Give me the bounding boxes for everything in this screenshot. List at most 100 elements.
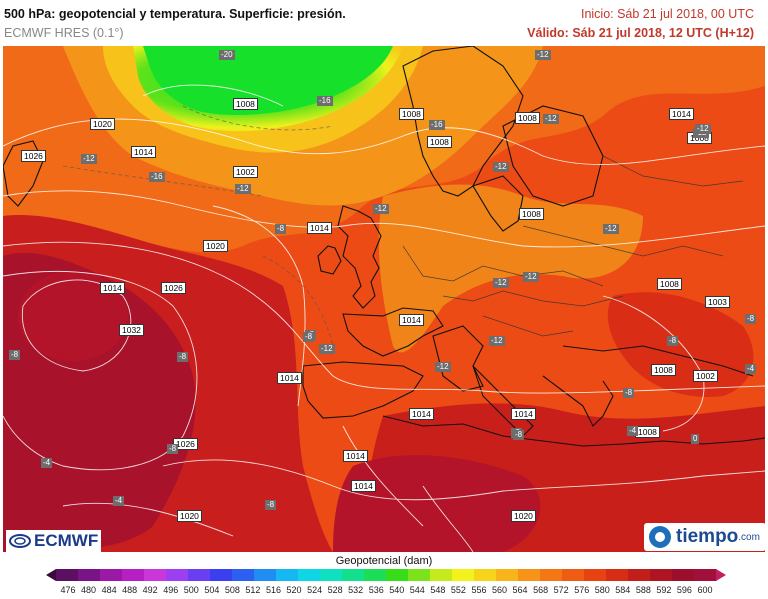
colorbar-bin bbox=[56, 569, 79, 581]
temperature-label: -12 bbox=[435, 362, 451, 372]
colorbar-bin bbox=[78, 569, 101, 581]
colorbar-bin bbox=[298, 569, 321, 581]
colorbar-bin bbox=[408, 569, 431, 581]
tiempo-logo-domain: .com bbox=[738, 531, 760, 543]
isobar-label: 1020 bbox=[177, 510, 202, 522]
colorbar-bin bbox=[694, 569, 717, 581]
colorbar-tick-label: 600 bbox=[697, 585, 713, 595]
temperature-label: -8 bbox=[303, 332, 315, 342]
colorbar-max-arrow bbox=[716, 569, 726, 581]
isobar-label: 1014 bbox=[511, 408, 536, 420]
colorbar-bin bbox=[540, 569, 563, 581]
temperature-label: -4 bbox=[41, 458, 53, 468]
isobar-label: 1014 bbox=[100, 282, 125, 294]
temperature-label: -8 bbox=[275, 224, 287, 234]
isobar-label: 1032 bbox=[119, 324, 144, 336]
colorbar-bin bbox=[606, 569, 629, 581]
isobar-label: 1014 bbox=[277, 372, 302, 384]
colorbar-tick-label: 484 bbox=[101, 585, 117, 595]
colorbar-tick-label: 516 bbox=[265, 585, 281, 595]
colorbar-tick-label: 532 bbox=[348, 585, 364, 595]
weather-map[interactable]: 1026 1020 1014 1008 1002 1026 1020 1014 1008 1014… bbox=[3, 46, 765, 552]
colorbar-bin bbox=[342, 569, 365, 581]
isobar-label: 1014 bbox=[409, 408, 434, 420]
temperature-label: -8 bbox=[667, 336, 679, 346]
temperature-label: -16 bbox=[429, 120, 445, 130]
ecmwf-logo-text: ECMWF bbox=[34, 531, 99, 550]
colorbar-tick-label: 488 bbox=[122, 585, 138, 595]
isobar-label: 1014 bbox=[399, 314, 424, 326]
init-time: Inicio: Sáb 21 jul 2018, 00 UTC bbox=[580, 7, 754, 21]
colorbar-tick-label: 568 bbox=[533, 585, 549, 595]
isobar-label: 1020 bbox=[90, 118, 115, 130]
colorbar-tick-label: 512 bbox=[245, 585, 261, 595]
tiempo-sun-icon bbox=[649, 526, 671, 548]
colorbar-tick-label: 592 bbox=[656, 585, 672, 595]
colorbar-bin bbox=[166, 569, 189, 581]
isobar-label: 1014 bbox=[307, 222, 332, 234]
colorbar-bin bbox=[320, 569, 343, 581]
temperature-label: -8 bbox=[177, 352, 189, 362]
colorbar-bin bbox=[562, 569, 585, 581]
temperature-label: 0 bbox=[691, 434, 700, 444]
temperature-label: -12 bbox=[319, 344, 335, 354]
colorbar-tick-label: 596 bbox=[676, 585, 692, 595]
colorbar-ticks: 476 480 484 488 492 496 500 504 508 512 516 520 524 5… bbox=[0, 585, 768, 599]
temperature-label: -12 bbox=[489, 336, 505, 346]
colorbar-tick-label: 572 bbox=[553, 585, 569, 595]
temperature-label: -12 bbox=[235, 184, 251, 194]
isobar-label: 1008 bbox=[427, 136, 452, 148]
isobar-label: 1026 bbox=[21, 150, 46, 162]
temperature-label: -8 bbox=[9, 350, 21, 360]
temperature-label: -12 bbox=[603, 224, 619, 234]
colorbar-bin bbox=[672, 569, 695, 581]
map-field bbox=[3, 46, 765, 552]
isobar-label: 1003 bbox=[705, 296, 730, 308]
temperature-label: -4 bbox=[745, 364, 757, 374]
isobar-label: 1020 bbox=[203, 240, 228, 252]
valid-time: Válido: Sáb 21 jul 2018, 12 UTC (H+12) bbox=[527, 26, 754, 40]
colorbar-bin bbox=[452, 569, 475, 581]
isobar-label: 1014 bbox=[351, 480, 376, 492]
colorbar-bin bbox=[276, 569, 299, 581]
isobar-label: 1026 bbox=[161, 282, 186, 294]
isobar-label: 1008 bbox=[635, 426, 660, 438]
colorbar-tick-label: 476 bbox=[60, 585, 76, 595]
temperature-label: -12 bbox=[523, 272, 539, 282]
temperature-label: -12 bbox=[493, 162, 509, 172]
temperature-label: -16 bbox=[317, 96, 333, 106]
temperature-label: -4 bbox=[113, 496, 125, 506]
model-name: ECMWF HRES (0.1°) bbox=[4, 26, 124, 40]
colorbar-tick-label: 536 bbox=[368, 585, 384, 595]
isobar-label: 1002 bbox=[233, 166, 258, 178]
colorbar-bin bbox=[430, 569, 453, 581]
temperature-label: -8 bbox=[745, 314, 757, 324]
colorbar-tick-label: 496 bbox=[163, 585, 179, 595]
isobar-label: 1008 bbox=[657, 278, 682, 290]
colorbar-tick-label: 492 bbox=[142, 585, 158, 595]
colorbar-tick-label: 576 bbox=[574, 585, 590, 595]
colorbar-bin bbox=[474, 569, 497, 581]
colorbar-tick-label: 504 bbox=[204, 585, 220, 595]
ecmwf-logo: ECMWF bbox=[6, 530, 102, 552]
isobar-label: 1014 bbox=[343, 450, 368, 462]
colorbar-tick-label: 528 bbox=[327, 585, 343, 595]
temperature-label: -12 bbox=[535, 50, 551, 60]
colorbar-tick-label: 552 bbox=[450, 585, 466, 595]
colorbar-bin bbox=[386, 569, 409, 581]
isobar-label: 1002 bbox=[693, 370, 718, 382]
isobar-label: 1008 bbox=[519, 208, 544, 220]
temperature-label: -8 bbox=[513, 430, 525, 440]
isobar-label: 1008 bbox=[651, 364, 676, 376]
colorbar-bin bbox=[122, 569, 145, 581]
colorbar-tick-label: 548 bbox=[430, 585, 446, 595]
temperature-label: -12 bbox=[543, 114, 559, 124]
colorbar-bin bbox=[518, 569, 541, 581]
isobar-label: 1008 bbox=[399, 108, 424, 120]
ecmwf-swirl-icon bbox=[9, 534, 31, 548]
colorbar-tick-label: 564 bbox=[512, 585, 528, 595]
colorbar-bin bbox=[628, 569, 651, 581]
tiempo-logo[interactable]: tiempo .com bbox=[644, 523, 766, 551]
temperature-label: -12 bbox=[373, 204, 389, 214]
map-title: 500 hPa: geopotencial y temperatura. Sup… bbox=[4, 7, 346, 21]
